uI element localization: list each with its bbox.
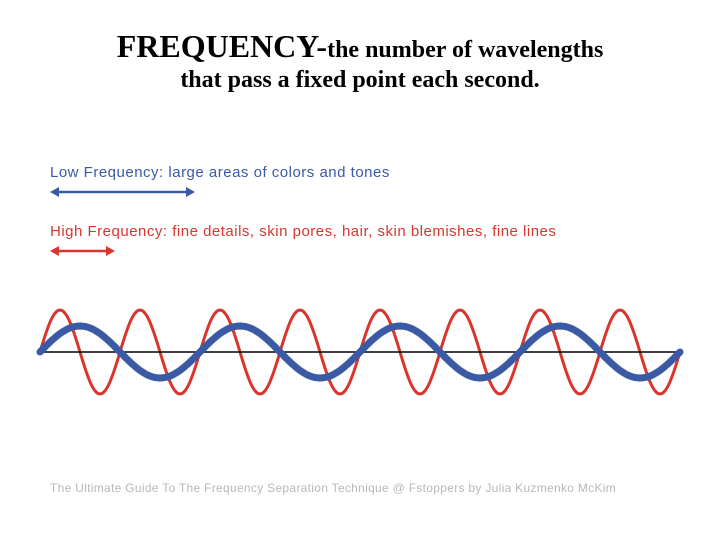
legend-high: High Frequency: fine details, skin pores… xyxy=(50,223,720,264)
wave-diagram xyxy=(0,282,720,422)
title-line1: FREQUENCY-the number of wavelengths xyxy=(40,28,680,65)
legend-block: Low Frequency: large areas of colors and… xyxy=(50,164,720,264)
legend-low-arrow xyxy=(50,185,720,205)
legend-high-arrow xyxy=(50,244,720,264)
legend-high-label: High Frequency: fine details, skin pores… xyxy=(50,223,720,240)
legend-low: Low Frequency: large areas of colors and… xyxy=(50,164,720,205)
title-main: FREQUENCY- xyxy=(117,28,327,64)
credit-line: The Ultimate Guide To The Frequency Sepa… xyxy=(50,481,616,495)
title-line2: that pass a fixed point each second. xyxy=(40,67,680,94)
title-block: FREQUENCY-the number of wavelengths that… xyxy=(0,0,720,94)
legend-low-label: Low Frequency: large areas of colors and… xyxy=(50,164,720,181)
title-sub: the number of wavelengths xyxy=(327,37,603,63)
